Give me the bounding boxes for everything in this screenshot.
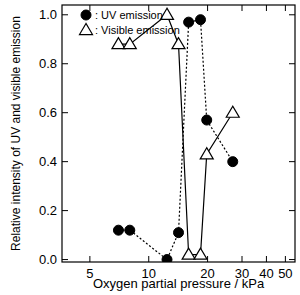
y-tick-label: 0.2 [39,203,57,218]
data-point [125,225,135,235]
y-tick-label: 0.6 [39,105,57,120]
x-tick-top [242,5,243,11]
y-tick-right [289,259,295,260]
data-point [196,15,206,25]
data-point [226,106,239,117]
plot-frame [62,5,295,262]
legend-symbol [81,10,91,20]
data-point [194,248,207,259]
data-point [123,38,136,49]
y-tick [62,161,68,162]
y-axis-label: Relative intensity of UV and visible emi… [9,16,23,251]
x-tick [148,256,149,262]
y-tick-right [289,14,295,15]
data-point [174,228,184,238]
data-point [200,148,213,159]
x-tick-top [89,5,90,11]
data-point [184,17,194,27]
x-tick-top [266,5,267,11]
legend: : UV emission : Visible emission [80,9,180,36]
y-tick [62,259,68,260]
y-tick-label: 0.4 [39,154,57,169]
series-line [118,15,232,255]
y-tick [62,210,68,211]
x-axis-label: Oxygen partial pressure / kPa [93,276,265,291]
y-tick-right [289,63,295,64]
y-tick-right [289,161,295,162]
y-tick-label: 0.8 [39,56,57,71]
x-tick [266,256,267,262]
x-tick-label: 50 [278,266,292,281]
x-tick [242,256,243,262]
y-tick-right [289,210,295,211]
chart: 510203040500.00.20.40.60.81.0Oxygen part… [0,0,300,295]
data-point [162,255,172,262]
x-tick-top [207,5,208,11]
data-point [172,38,185,49]
legend-label: : Visible emission [95,24,180,36]
y-tick [62,63,68,64]
y-tick [62,14,68,15]
data-point [182,248,195,259]
data-point [202,115,212,125]
x-tick-top [285,5,286,11]
y-tick-right [289,112,295,113]
x-tick [89,256,90,262]
y-tick [62,112,68,113]
y-tick-label: 0.0 [39,252,57,267]
legend-symbol [80,24,93,35]
data-point [113,225,123,235]
legend-label: : UV emission [95,9,163,21]
y-tick-label: 1.0 [39,7,57,22]
data-point [228,157,238,167]
x-tick [285,256,286,262]
plot-area [112,8,239,262]
data-point [112,38,125,49]
